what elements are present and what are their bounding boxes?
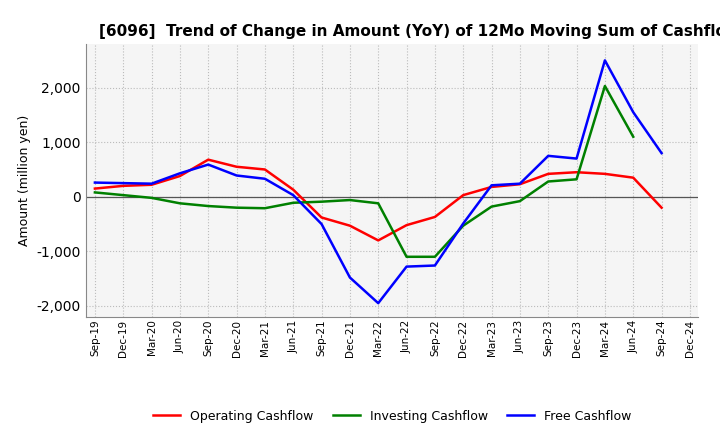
- Free Cashflow: [176, 171, 184, 176]
- Operating Cashflow: [629, 175, 637, 180]
- Free Cashflow: [148, 181, 156, 186]
- Free Cashflow: [119, 180, 127, 186]
- Free Cashflow: [544, 153, 552, 158]
- Free Cashflow: [459, 221, 467, 226]
- Free Cashflow: [233, 173, 241, 178]
- Investing Cashflow: [487, 204, 496, 209]
- Operating Cashflow: [261, 167, 269, 172]
- Investing Cashflow: [289, 200, 297, 205]
- Y-axis label: Amount (million yen): Amount (million yen): [18, 115, 31, 246]
- Operating Cashflow: [459, 192, 467, 198]
- Free Cashflow: [91, 180, 99, 185]
- Investing Cashflow: [374, 201, 382, 206]
- Investing Cashflow: [148, 195, 156, 201]
- Free Cashflow: [374, 301, 382, 306]
- Investing Cashflow: [572, 177, 581, 182]
- Operating Cashflow: [346, 223, 354, 228]
- Operating Cashflow: [204, 157, 212, 162]
- Investing Cashflow: [261, 205, 269, 211]
- Operating Cashflow: [289, 187, 297, 192]
- Line: Free Cashflow: Free Cashflow: [95, 60, 662, 303]
- Free Cashflow: [431, 263, 439, 268]
- Operating Cashflow: [487, 184, 496, 190]
- Investing Cashflow: [600, 83, 609, 88]
- Operating Cashflow: [572, 169, 581, 175]
- Free Cashflow: [600, 58, 609, 63]
- Investing Cashflow: [204, 203, 212, 209]
- Operating Cashflow: [657, 205, 666, 210]
- Free Cashflow: [629, 110, 637, 115]
- Operating Cashflow: [600, 171, 609, 176]
- Free Cashflow: [657, 150, 666, 156]
- Investing Cashflow: [346, 198, 354, 203]
- Operating Cashflow: [544, 171, 552, 176]
- Free Cashflow: [516, 181, 524, 186]
- Investing Cashflow: [459, 223, 467, 228]
- Free Cashflow: [261, 176, 269, 181]
- Text: [6096]  Trend of Change in Amount (YoY) of 12Mo Moving Sum of Cashflows: [6096] Trend of Change in Amount (YoY) o…: [99, 24, 720, 39]
- Free Cashflow: [204, 162, 212, 167]
- Operating Cashflow: [318, 215, 326, 220]
- Investing Cashflow: [91, 190, 99, 195]
- Operating Cashflow: [402, 223, 411, 228]
- Investing Cashflow: [233, 205, 241, 210]
- Line: Operating Cashflow: Operating Cashflow: [95, 160, 662, 240]
- Operating Cashflow: [374, 238, 382, 243]
- Free Cashflow: [487, 183, 496, 188]
- Free Cashflow: [346, 275, 354, 280]
- Operating Cashflow: [431, 214, 439, 220]
- Investing Cashflow: [176, 201, 184, 206]
- Operating Cashflow: [516, 182, 524, 187]
- Free Cashflow: [402, 264, 411, 269]
- Operating Cashflow: [176, 173, 184, 179]
- Operating Cashflow: [148, 182, 156, 187]
- Investing Cashflow: [516, 198, 524, 204]
- Operating Cashflow: [119, 183, 127, 188]
- Free Cashflow: [318, 221, 326, 227]
- Investing Cashflow: [629, 134, 637, 139]
- Free Cashflow: [289, 192, 297, 198]
- Free Cashflow: [572, 156, 581, 161]
- Investing Cashflow: [318, 199, 326, 204]
- Operating Cashflow: [91, 186, 99, 191]
- Investing Cashflow: [402, 254, 411, 260]
- Investing Cashflow: [431, 254, 439, 260]
- Legend: Operating Cashflow, Investing Cashflow, Free Cashflow: Operating Cashflow, Investing Cashflow, …: [148, 405, 636, 428]
- Investing Cashflow: [544, 179, 552, 184]
- Line: Investing Cashflow: Investing Cashflow: [95, 86, 633, 257]
- Operating Cashflow: [233, 164, 241, 169]
- Investing Cashflow: [119, 192, 127, 198]
